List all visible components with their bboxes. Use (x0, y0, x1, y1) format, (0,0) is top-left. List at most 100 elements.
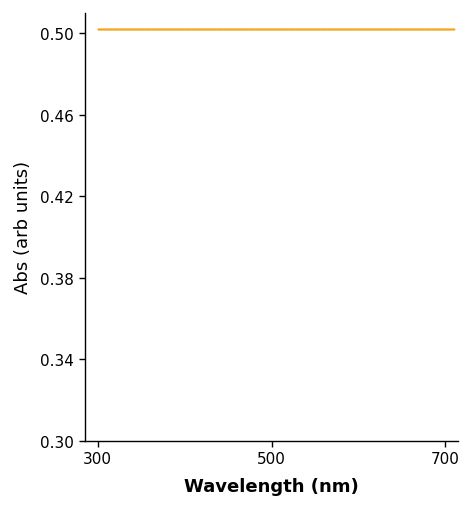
Point (414, 26, 422, 34)
Point (103, 26, 110, 34)
Point (163, 26, 170, 34)
Point (271, 26, 278, 34)
Point (242, 26, 249, 34)
Point (215, 26, 222, 34)
Point (402, 26, 410, 34)
Point (404, 26, 411, 34)
Point (450, 26, 457, 34)
Point (220, 26, 228, 34)
Point (302, 26, 310, 34)
Point (200, 26, 208, 34)
Point (244, 26, 251, 34)
Point (384, 26, 392, 34)
Point (330, 26, 337, 34)
Point (351, 26, 359, 34)
Point (406, 26, 413, 34)
Point (230, 26, 237, 34)
Point (224, 26, 232, 34)
Point (167, 26, 175, 34)
Point (128, 26, 136, 34)
Point (438, 26, 446, 34)
Point (387, 26, 395, 34)
Point (301, 26, 309, 34)
Point (419, 26, 426, 34)
Point (417, 26, 424, 34)
Point (115, 26, 123, 34)
Point (183, 26, 191, 34)
Point (323, 26, 331, 34)
Y-axis label: Abs (arb units): Abs (arb units) (14, 161, 32, 294)
Point (219, 26, 227, 34)
Point (447, 26, 455, 34)
Point (230, 26, 237, 34)
Point (222, 26, 230, 34)
Point (109, 26, 116, 34)
Point (143, 26, 151, 34)
Point (442, 26, 450, 34)
Point (145, 26, 153, 34)
Point (343, 26, 350, 34)
Point (288, 26, 295, 34)
Point (152, 26, 159, 34)
Point (126, 26, 133, 34)
Point (300, 26, 307, 34)
Point (268, 26, 275, 34)
Point (108, 26, 115, 34)
Point (221, 26, 229, 34)
Point (371, 26, 379, 34)
Point (160, 26, 167, 34)
Point (387, 26, 394, 34)
Point (375, 26, 383, 34)
Point (352, 26, 360, 34)
Point (183, 26, 191, 34)
Point (422, 26, 429, 34)
Point (258, 26, 265, 34)
Point (139, 26, 146, 34)
Point (156, 26, 164, 34)
Point (367, 26, 375, 34)
Point (172, 26, 180, 34)
Point (178, 26, 185, 34)
Point (212, 26, 220, 34)
Point (307, 26, 315, 34)
Point (137, 26, 145, 34)
Point (246, 26, 254, 34)
Point (305, 26, 313, 34)
Point (418, 26, 425, 34)
Point (246, 26, 254, 34)
Point (167, 26, 175, 34)
Point (311, 26, 319, 34)
Point (107, 26, 114, 34)
Point (281, 26, 288, 34)
Point (204, 26, 211, 34)
Point (365, 26, 373, 34)
Point (145, 26, 152, 34)
Point (252, 26, 260, 34)
Point (173, 26, 181, 34)
Point (161, 26, 168, 34)
Point (339, 26, 347, 34)
Point (297, 26, 305, 34)
Point (305, 26, 312, 34)
Point (202, 26, 210, 34)
Point (224, 26, 232, 34)
Point (398, 26, 406, 34)
Point (283, 26, 291, 34)
Point (294, 26, 302, 34)
Point (347, 26, 355, 34)
Point (262, 26, 270, 34)
Point (350, 26, 358, 34)
Point (163, 26, 170, 34)
Point (379, 26, 386, 34)
Point (350, 26, 357, 34)
Point (125, 26, 132, 34)
Point (119, 26, 127, 34)
Point (335, 26, 342, 34)
Point (118, 26, 125, 34)
Point (227, 26, 235, 34)
Point (170, 26, 177, 34)
Point (198, 26, 205, 34)
Point (253, 26, 261, 34)
Point (369, 26, 376, 34)
Point (374, 26, 381, 34)
